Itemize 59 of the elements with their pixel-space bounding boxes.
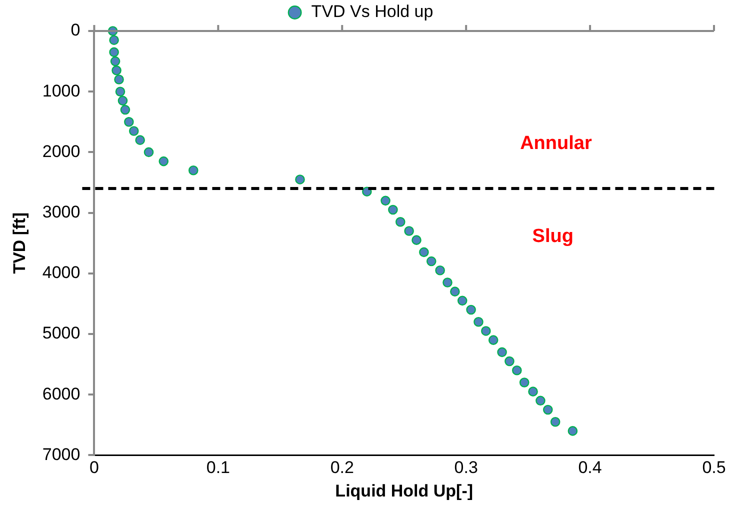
point	[395, 216, 406, 227]
point	[426, 256, 436, 266]
x-axis-title: Liquid Hold Up[-]	[335, 481, 474, 500]
annotation: Slug	[532, 226, 574, 247]
point	[550, 416, 560, 427]
point	[404, 226, 414, 236]
x-tick-label: 0	[89, 458, 99, 478]
y-tick-label: 2000	[42, 142, 80, 161]
y-axis-title: TVD [ft]	[10, 212, 29, 274]
point	[188, 165, 198, 176]
x-tick-label: 0.4	[578, 458, 602, 478]
point	[442, 278, 452, 288]
point	[457, 296, 468, 306]
point	[543, 404, 553, 415]
point	[474, 316, 484, 327]
point	[109, 47, 119, 58]
annotation: Annular	[520, 132, 592, 154]
point	[419, 247, 429, 258]
point	[118, 96, 128, 106]
y-tick-label: 5000	[42, 324, 80, 343]
y-tick-label: 0	[70, 20, 80, 40]
point	[120, 104, 130, 115]
point	[362, 186, 372, 196]
point	[435, 265, 445, 276]
point	[497, 347, 507, 358]
point	[112, 65, 122, 76]
point	[488, 335, 498, 345]
y-tick-label: 6000	[42, 384, 80, 404]
point	[412, 235, 422, 245]
point	[512, 365, 522, 376]
point	[144, 147, 154, 158]
point	[519, 378, 530, 388]
point	[115, 86, 126, 96]
point	[568, 426, 578, 436]
point	[504, 356, 514, 366]
point	[114, 74, 124, 84]
x-tick-label: 0.2	[330, 458, 354, 478]
point	[388, 204, 398, 215]
point	[128, 126, 139, 136]
point	[466, 304, 476, 315]
point	[135, 135, 145, 145]
point	[109, 35, 119, 45]
legend-label: TVD Vs Hold up	[311, 2, 434, 22]
point	[158, 156, 169, 166]
point	[528, 386, 538, 396]
y-tick-label: 3000	[42, 202, 80, 222]
x-tick-label: 0.3	[454, 458, 478, 478]
point	[450, 286, 460, 296]
point	[536, 396, 546, 406]
point	[110, 56, 120, 66]
y-tick-label: 7000	[42, 444, 80, 464]
x-tick-label: 0.5	[702, 458, 726, 478]
point	[481, 326, 491, 336]
y-tick-label: 4000	[42, 263, 80, 282]
x-tick-label: 0.1	[206, 458, 230, 478]
y-tick-label: 1000	[42, 81, 80, 100]
point	[295, 174, 305, 184]
point	[380, 196, 390, 206]
point	[124, 117, 134, 127]
